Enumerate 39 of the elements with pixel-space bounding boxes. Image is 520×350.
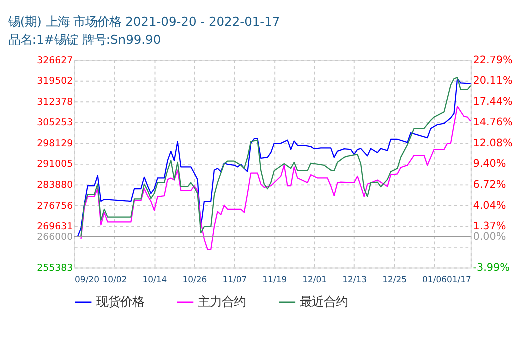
y2-tick-label: -3.99% <box>473 262 510 274</box>
y2-tick-label: 6.72% <box>473 179 506 192</box>
y-tick-label: 276756 <box>37 200 74 212</box>
x-tick-label: 01/17 <box>446 275 472 286</box>
line-series <box>80 106 472 250</box>
y-tick-label: 283880 <box>37 180 74 192</box>
x-tick-label: 11/19 <box>262 275 288 286</box>
y2-tick-label: 0.00% <box>473 231 506 244</box>
y-tick-label: 266000 <box>37 232 74 244</box>
y-tick-label: 298129 <box>37 138 74 150</box>
x-tick-label: 10/26 <box>182 275 208 286</box>
y-tick-label: 312378 <box>37 96 74 108</box>
y2-tick-label: 12.08% <box>473 137 513 150</box>
y2-tick-label: 17.44% <box>473 96 513 108</box>
x-tick-label: 11/07 <box>222 275 248 286</box>
y2-tick-label: 9.40% <box>473 158 506 170</box>
y2-tick-label: 22.79% <box>473 54 513 66</box>
y-tick-label: 319502 <box>37 76 74 88</box>
y2-tick-label: 20.11% <box>473 75 513 88</box>
y-tick-label: 305253 <box>37 118 74 129</box>
legend-label: 主力合约 <box>198 295 246 310</box>
x-tick-label: 10/02 <box>102 275 128 286</box>
x-tick-label: 12/13 <box>342 275 368 286</box>
legend-label: 最近合约 <box>300 295 348 310</box>
y2-tick-label: 14.76% <box>473 116 513 129</box>
y-tick-label: 326627 <box>37 55 74 66</box>
y-tick-label: 291005 <box>37 159 74 170</box>
y2-tick-label: 1.37% <box>473 220 506 233</box>
x-tick-label: 12/01 <box>302 275 328 286</box>
chart-title: 锡(期) 上海 市场价格 2021-09-20 - 2022-01-17 <box>7 15 280 30</box>
chart-subtitle: 品名:1#锡锭 牌号:Sn99.90 <box>8 33 162 48</box>
x-tick-label: 12/25 <box>382 275 408 286</box>
x-tick-label: 01/06 <box>422 275 447 286</box>
y2-tick-label: 4.04% <box>473 200 506 212</box>
legend-label: 现货价格 <box>96 295 144 310</box>
x-tick-label: 10/14 <box>142 275 168 286</box>
y-tick-label: 269631 <box>37 222 74 233</box>
y-tick-label: 255383 <box>37 263 74 274</box>
x-tick-label: 09/20 <box>75 275 100 286</box>
